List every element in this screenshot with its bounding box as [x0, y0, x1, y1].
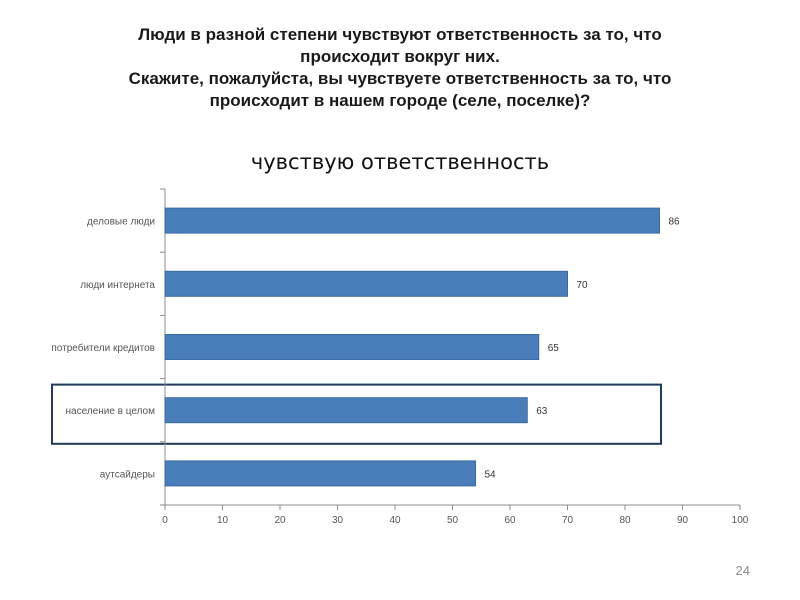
- bar: [164, 460, 476, 487]
- bar: [164, 207, 660, 234]
- data-label: 86: [669, 217, 681, 228]
- x-tick-label: 60: [504, 515, 516, 526]
- title-line-2: происходит вокруг них.: [300, 47, 500, 66]
- category-label: деловые люди: [87, 217, 155, 228]
- slide-title: Люди в разной степени чувствуют ответств…: [40, 24, 760, 112]
- data-label: 70: [577, 280, 589, 291]
- highlight-box: [51, 383, 662, 445]
- category-label: люди интернета: [80, 280, 155, 291]
- bar: [164, 270, 568, 297]
- data-label: 63: [536, 406, 548, 417]
- x-tick-label: 0: [162, 515, 168, 526]
- category-label: потребители кредитов: [51, 342, 155, 354]
- data-label: 65: [548, 343, 560, 354]
- title-line-1: Люди в разной степени чувствуют ответств…: [138, 25, 662, 44]
- category-label: аутсайдеры: [100, 469, 155, 480]
- title-line-3: Скажите, пожалуйста, вы чувствуете ответ…: [128, 69, 672, 88]
- x-tick-label: 90: [677, 515, 689, 526]
- bar: [164, 397, 528, 424]
- x-tick-label: 30: [332, 515, 344, 526]
- data-label: 54: [485, 469, 497, 480]
- bar: [164, 334, 540, 360]
- chart-title: чувствую ответственность: [250, 150, 550, 174]
- slide-number: 24: [735, 563, 750, 578]
- x-tick-label: 70: [562, 515, 574, 526]
- x-tick-label: 50: [447, 515, 459, 526]
- x-tick-label: 20: [274, 515, 286, 526]
- x-tick-label: 80: [619, 515, 631, 526]
- category-label: население в целом: [66, 406, 156, 417]
- x-tick-label: 40: [389, 515, 401, 526]
- x-tick-label: 100: [732, 515, 749, 526]
- title-line-4: происходит в нашем городе (селе, поселке…: [209, 91, 591, 110]
- x-tick-label: 10: [217, 515, 229, 526]
